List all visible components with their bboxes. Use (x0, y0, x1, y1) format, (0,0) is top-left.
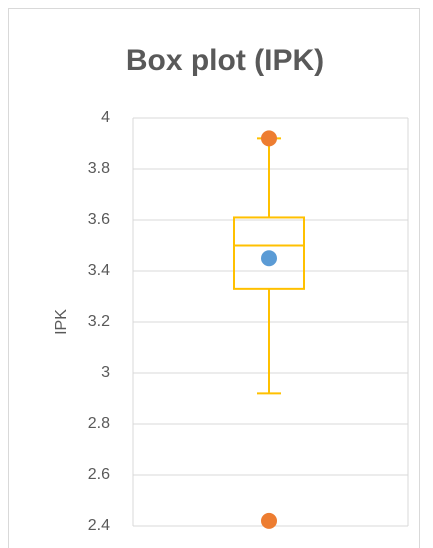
y-tick-label: 3 (101, 364, 110, 381)
y-axis-label: IPK (53, 309, 70, 335)
chart-title: Box plot (IPK) (126, 44, 324, 77)
y-tick-label: 3.4 (88, 262, 110, 279)
mean-marker (261, 250, 277, 267)
y-tick-label: 2.4 (88, 517, 110, 534)
y-tick-label: 2.8 (88, 415, 110, 432)
point (261, 130, 277, 147)
y-tick-label: 3.8 (88, 160, 110, 177)
box (233, 216, 305, 290)
chart-frame (8, 8, 420, 548)
y-tick-label: 2.6 (88, 466, 110, 483)
y-tick-label: 3.2 (88, 313, 110, 330)
point (261, 512, 277, 529)
y-tick-label: 4 (101, 109, 110, 126)
y-tick-label: 3.6 (88, 211, 110, 228)
